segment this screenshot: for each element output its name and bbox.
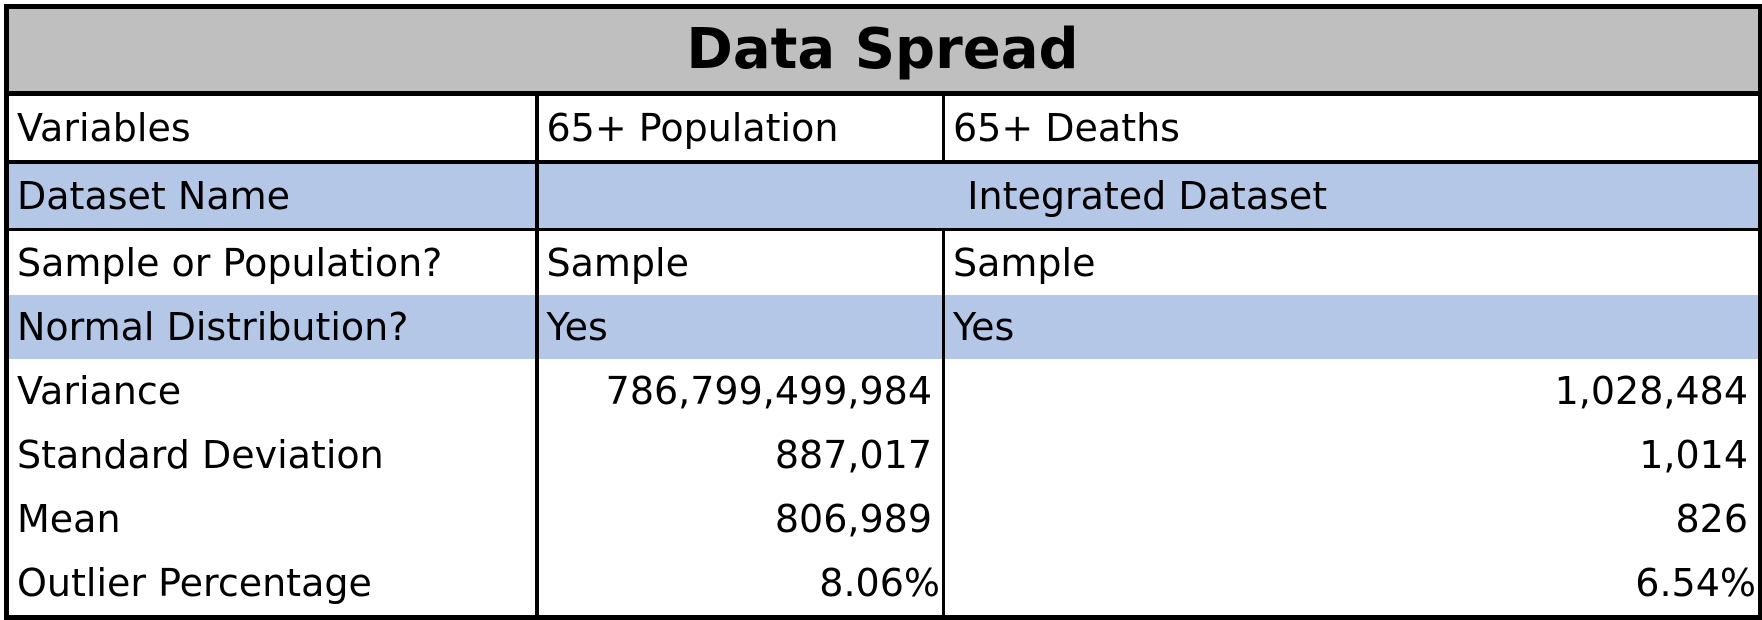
variance-row: Variance 786,799,499,984 1,028,484	[4, 359, 1762, 423]
data-spread-table: Data Spread Variables 65+ Population 65+…	[4, 4, 1762, 620]
row-label: Mean	[4, 487, 539, 551]
row-label: Sample or Population?	[4, 229, 539, 295]
row-label: Normal Distribution?	[4, 295, 539, 359]
dataset-name-value: Integrated Dataset	[536, 162, 1762, 231]
population-cell: 806,989	[536, 487, 945, 551]
row-label: Standard Deviation	[4, 423, 539, 487]
table-title: Data Spread	[4, 4, 1762, 96]
deaths-cell: 826	[943, 487, 1762, 551]
deaths-cell: 1,014	[943, 423, 1762, 487]
variables-label: Variables	[4, 93, 539, 164]
dataset-name-row: Dataset Name Integrated Dataset	[4, 162, 1762, 231]
mean-row: Mean 806,989 826	[4, 487, 1762, 551]
sample-or-population-row: Sample or Population? Sample Sample	[4, 229, 1762, 295]
row-label: Outlier Percentage	[4, 551, 539, 620]
population-cell: 887,017	[536, 423, 945, 487]
variable-65-population: 65+ Population	[536, 93, 945, 164]
population-cell: Sample	[536, 229, 945, 295]
deaths-cell: Yes	[943, 295, 1762, 359]
deaths-cell: Sample	[943, 229, 1762, 295]
row-label: Variance	[4, 359, 539, 423]
population-cell: 786,799,499,984	[536, 359, 945, 423]
variable-65-deaths: 65+ Deaths	[943, 93, 1762, 164]
dataset-name-label: Dataset Name	[4, 162, 539, 231]
population-cell: 8.06%	[536, 551, 945, 620]
population-cell: Yes	[536, 295, 945, 359]
deaths-cell: 6.54%	[943, 551, 1762, 620]
normal-distribution-row: Normal Distribution? Yes Yes	[4, 295, 1762, 359]
deaths-cell: 1,028,484	[943, 359, 1762, 423]
title-row: Data Spread	[4, 4, 1762, 96]
standard-deviation-row: Standard Deviation 887,017 1,014	[4, 423, 1762, 487]
variables-row: Variables 65+ Population 65+ Deaths	[4, 93, 1762, 164]
outlier-percentage-row: Outlier Percentage 8.06% 6.54%	[4, 551, 1762, 620]
